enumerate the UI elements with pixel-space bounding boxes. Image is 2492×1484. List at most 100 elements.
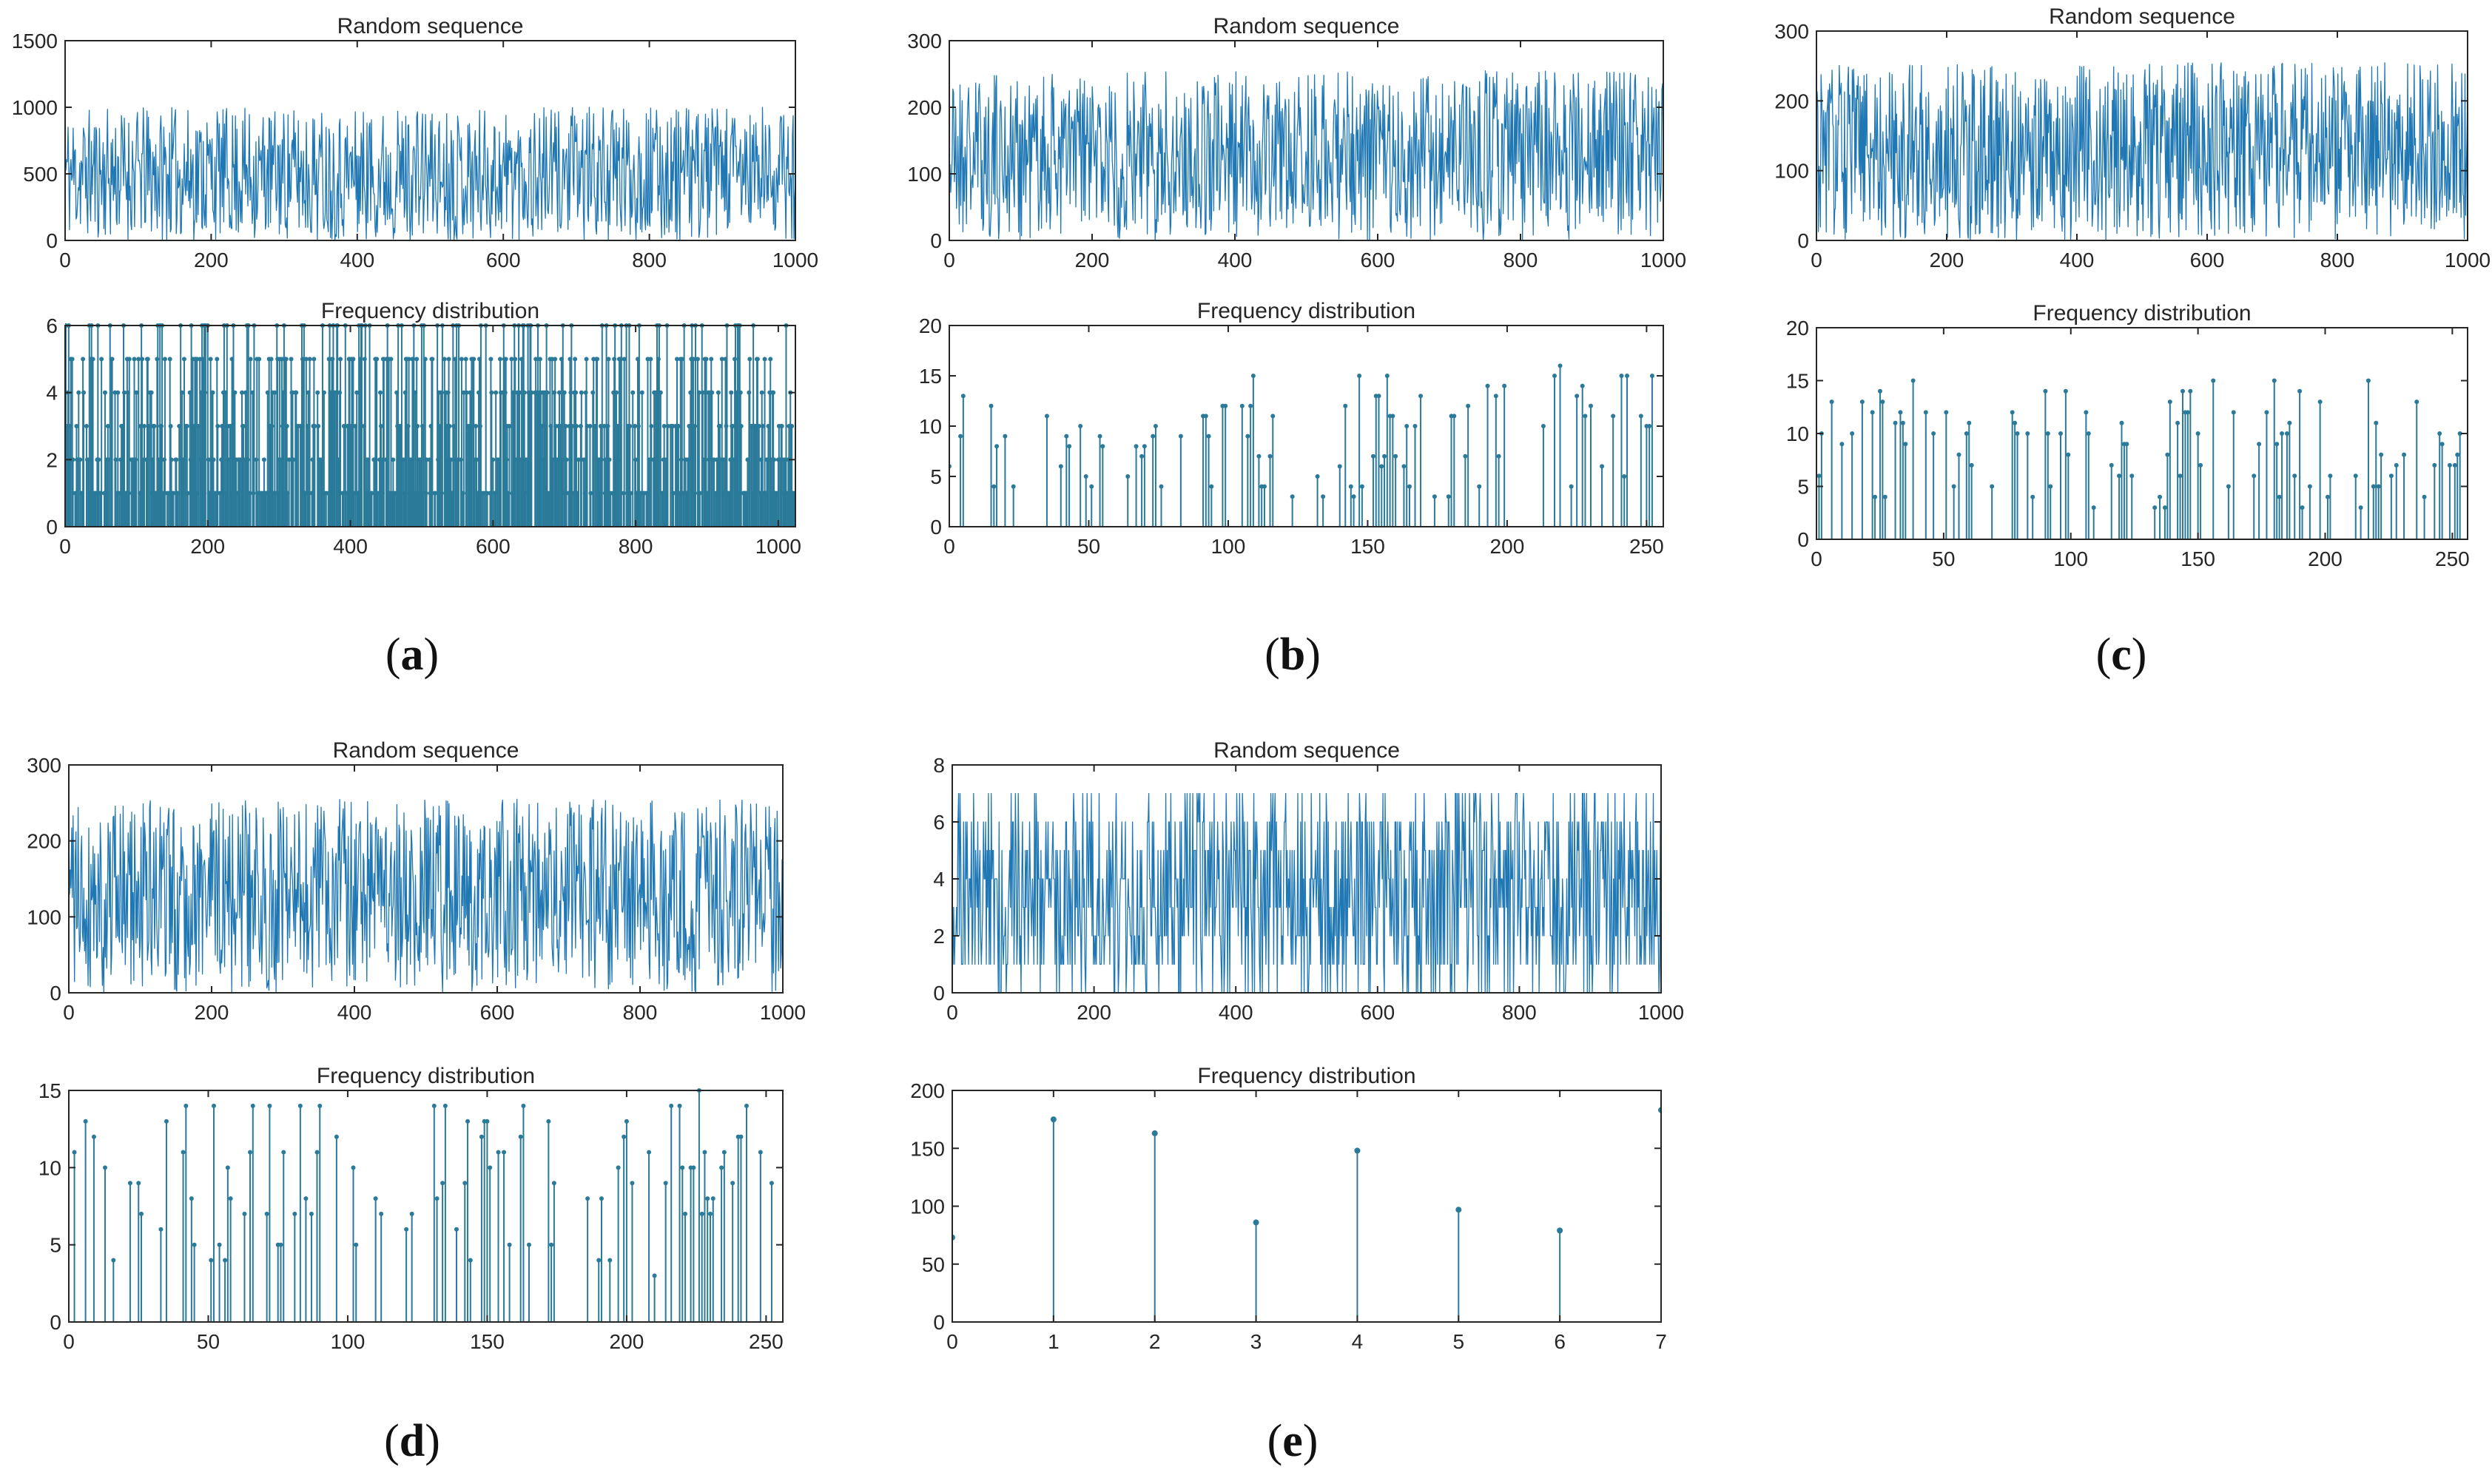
- stem-marker-a-freq-279: [261, 457, 266, 462]
- stem-marker-c-freq-107: [2086, 431, 2091, 436]
- stem-marker-b-freq-241: [1619, 374, 1624, 378]
- stem-marker-a-freq-889: [696, 390, 701, 395]
- stem-marker-c-freq-186: [2287, 420, 2292, 425]
- stem-marker-b-freq-43: [1067, 444, 1072, 449]
- stem-marker-c-freq-119: [2117, 473, 2122, 479]
- x-tick-label-d-freq-200: 200: [610, 1330, 644, 1353]
- stem-marker-a-freq-948: [738, 424, 744, 428]
- x-tick-label-c-freq-0: 0: [1811, 547, 1822, 570]
- stem-marker-a-freq-404: [351, 357, 356, 362]
- stem-marker-d-freq-228: [702, 1150, 707, 1155]
- stem-marker-a-freq-822: [649, 424, 654, 428]
- stem-marker-c-freq-151: [2198, 462, 2203, 468]
- x-tick-label-c-freq-200: 200: [2308, 547, 2343, 570]
- plot-a-seq: 0 200 400 600 800 1000 0 500 1000 1500 Random sequ…: [12, 14, 818, 271]
- stem-marker-c-freq-177: [2264, 410, 2269, 415]
- stem-marker-d-freq-87: [309, 1211, 314, 1216]
- x-tick-label-a-seq-600: 600: [486, 249, 521, 271]
- stem-marker-a-freq-16: [74, 424, 79, 428]
- panel-label-d: (d): [384, 1416, 440, 1466]
- stem-marker-a-freq-11: [70, 457, 75, 462]
- y-tick-label-e-freq-0: 0: [933, 1311, 945, 1334]
- stem-marker-b-freq-248: [1638, 414, 1643, 419]
- stem-marker-c-freq-137: [2162, 505, 2167, 510]
- axes-frame-e-freq: [952, 1090, 1662, 1323]
- stem-marker-a-freq-47: [96, 457, 101, 462]
- y-tick-label-c-seq-100: 100: [1774, 160, 1809, 183]
- stem-marker-a-freq-213: [215, 357, 220, 362]
- stem-marker-a-freq-172: [185, 490, 190, 496]
- x-tick-label-b-seq-1000: 1000: [1640, 249, 1686, 271]
- stem-marker-a-freq-762: [606, 357, 611, 362]
- x-tick-label-c-seq-200: 200: [1930, 249, 1964, 271]
- stem-marker-c-freq-142: [2175, 420, 2180, 425]
- y-tick-label-d-seq-300: 300: [27, 754, 61, 777]
- stem-marker-a-freq-494: [415, 424, 420, 428]
- stem-marker-b-freq-16: [991, 484, 997, 489]
- stem-marker-b-freq-243: [1624, 374, 1629, 378]
- stem-marker-a-freq-894: [700, 390, 705, 395]
- stem-marker-d-freq-144: [468, 1258, 473, 1263]
- x-tick-label-c-seq-1000: 1000: [2445, 249, 2491, 271]
- stem-marker-b-freq-219: [1558, 363, 1563, 368]
- stem-marker-a-freq-60: [105, 424, 110, 428]
- y-tick-label-e-seq-4: 4: [933, 868, 945, 891]
- stem-marker-c-freq-122: [2124, 442, 2129, 447]
- stem-marker-b-freq-4: [958, 434, 963, 439]
- stem-marker-b-freq-74: [1153, 424, 1158, 428]
- stem-marker-c-freq-96: [2058, 431, 2063, 436]
- stem-marker-c-freq-228: [2394, 462, 2399, 468]
- stem-marker-a-freq-108: [140, 357, 145, 362]
- stem-marker-a-freq-204: [208, 357, 213, 362]
- stem-marker-a-freq-717: [574, 424, 579, 428]
- stem-marker-c-freq-35: [1903, 442, 1908, 447]
- plot-data-a-freq: [65, 323, 795, 527]
- stem-marker-a-freq-809: [639, 390, 644, 395]
- x-tick-label-c-freq-50: 50: [1932, 547, 1955, 570]
- x-tick-label-a-freq-400: 400: [333, 535, 368, 558]
- stem-marker-c-freq-251: [2452, 462, 2457, 468]
- stem-marker-a-freq-1019: [789, 424, 795, 428]
- stem-marker-a-freq-716: [573, 390, 579, 395]
- x-tick-label-d-freq-0: 0: [63, 1330, 75, 1353]
- stem-marker-d-freq-16: [111, 1258, 116, 1263]
- stem-marker-c-freq-38: [1910, 378, 1916, 383]
- x-tick-label-c-seq-400: 400: [2060, 249, 2095, 271]
- stem-marker-a-freq-626: [509, 357, 514, 362]
- stem-marker-a-freq-676: [545, 390, 550, 395]
- stem-marker-e-freq-2: [1151, 1130, 1158, 1136]
- stem-marker-d-freq-216: [669, 1103, 674, 1108]
- stem-marker-d-freq-231: [710, 1196, 715, 1201]
- stem-marker-a-freq-482: [406, 357, 411, 362]
- panel-label-b: (b): [1264, 630, 1321, 680]
- stem-marker-a-freq-597: [488, 357, 494, 362]
- stem-marker-a-freq-562: [463, 357, 468, 362]
- stem-marker-c-freq-183: [2280, 431, 2285, 436]
- stem-marker-a-freq-989: [768, 357, 773, 362]
- stem-marker-a-freq-207: [210, 390, 215, 395]
- stem-marker-a-freq-793: [628, 490, 633, 496]
- x-tick-label-b-freq-250: 250: [1629, 535, 1664, 558]
- stem-marker-d-freq-58: [228, 1196, 233, 1201]
- x-tick-label-e-freq-0: 0: [946, 1330, 958, 1353]
- stem-marker-c-freq-27: [1882, 494, 1887, 499]
- x-tick-label-e-freq-3: 3: [1250, 1330, 1262, 1353]
- stem-marker-c-freq-219: [2371, 484, 2376, 489]
- stem-marker-e-freq-3: [1253, 1219, 1259, 1226]
- stem-marker-d-freq-110: [373, 1196, 378, 1201]
- y-tick-label-c-seq-300: 300: [1774, 20, 1809, 43]
- stem-marker-a-freq-711: [570, 424, 575, 428]
- y-tick-label-e-freq-50: 50: [922, 1253, 945, 1276]
- y-tick-label-a-seq-1000: 1000: [12, 96, 58, 119]
- stem-marker-c-freq-25: [1877, 388, 1882, 394]
- stem-marker-c-freq-120: [2119, 420, 2124, 425]
- stem-marker-c-freq-147: [2188, 388, 2193, 394]
- stem-marker-a-freq-103: [136, 357, 141, 362]
- plot-c-freq: 0 50 100 150 200 250 0 5 10 15 20 Frequency distrib…: [1786, 301, 2470, 570]
- stem-marker-c-freq-182: [2277, 494, 2282, 499]
- stem-marker-c-freq-249: [2447, 462, 2452, 468]
- x-tick-label-e-seq-200: 200: [1077, 1001, 1111, 1024]
- stem-marker-a-freq-720: [576, 457, 581, 462]
- stem-marker-c-freq-172: [2252, 473, 2257, 479]
- stem-marker-c-freq-22: [1870, 410, 1875, 415]
